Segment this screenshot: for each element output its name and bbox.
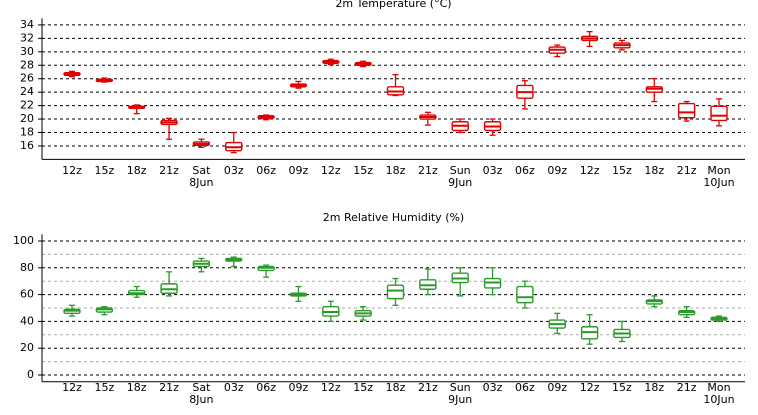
y-tick-label: 26 [20, 72, 34, 85]
x-tick-label: 18z [644, 381, 664, 394]
y-tick-label: 34 [20, 18, 34, 31]
x-tick-label: 15z [353, 164, 373, 177]
y-tick-label: 24 [20, 85, 34, 98]
x-date-label: 10Jun [703, 393, 734, 406]
box [677, 102, 696, 119]
x-tick-label: 03z [224, 164, 244, 177]
x-tick-label: 18z [127, 381, 147, 394]
x-tick-label: 18z [644, 164, 664, 177]
x-tick-label: 18z [386, 164, 406, 177]
x-tick-label: 09z [289, 164, 309, 177]
x-tick-label: 06z [515, 381, 535, 394]
x-tick-label: 12z [580, 381, 600, 394]
y-tick-label: 20 [20, 341, 34, 354]
x-tick-label: 15z [94, 164, 114, 177]
x-tick-label: 12z [62, 164, 82, 177]
x-tick-label: Sun [450, 164, 471, 177]
y-tick-label: 100 [13, 234, 34, 247]
x-tick-label: Mon [707, 164, 730, 177]
y-tick-label: 16 [20, 139, 34, 152]
x-date-label: 9Jun [448, 176, 472, 189]
x-tick-label: Sat [192, 381, 211, 394]
y-tick-label: 22 [20, 99, 34, 112]
x-tick-label: 21z [159, 381, 179, 394]
x-tick-label: Sat [192, 164, 211, 177]
x-tick-label: 06z [256, 381, 276, 394]
x-tick-label: 21z [677, 381, 697, 394]
y-tick-label: 60 [20, 288, 34, 301]
x-date-label: 10Jun [703, 176, 734, 189]
x-tick-label: 21z [159, 164, 179, 177]
x-tick-label: 18z [127, 164, 147, 177]
y-tick-label: 20 [20, 112, 34, 125]
x-tick-label: 15z [612, 164, 632, 177]
x-tick-label: 21z [677, 164, 697, 177]
x-tick-label: 12z [321, 164, 341, 177]
x-tick-label: 15z [612, 381, 632, 394]
x-tick-label: 06z [256, 164, 276, 177]
y-tick-label: 28 [20, 58, 34, 71]
x-tick-label: 21z [418, 164, 438, 177]
x-tick-label: 03z [483, 381, 503, 394]
x-date-label: 8Jun [189, 176, 213, 189]
x-tick-label: 12z [580, 164, 600, 177]
x-tick-label: 15z [353, 381, 373, 394]
box [386, 284, 405, 300]
x-tick-label: 03z [224, 381, 244, 394]
y-tick-label: 18 [20, 126, 34, 139]
y-tick-label: 32 [20, 31, 34, 44]
x-tick-label: 18z [386, 381, 406, 394]
y-tick-label: 30 [20, 45, 34, 58]
box [516, 285, 534, 304]
y-tick-label: 80 [20, 261, 34, 274]
x-tick-label: 12z [62, 381, 82, 394]
x-date-label: 8Jun [189, 393, 213, 406]
y-tick-label: 40 [20, 314, 34, 327]
x-date-label: 9Jun [448, 393, 472, 406]
x-tick-label: 03z [483, 164, 503, 177]
chart-title: 2m Relative Humidity (%) [323, 211, 464, 224]
x-tick-label: 12z [321, 381, 341, 394]
x-tick-label: Sun [450, 381, 471, 394]
x-tick-label: 09z [547, 381, 567, 394]
x-tick-label: 06z [515, 164, 535, 177]
x-tick-label: 21z [418, 381, 438, 394]
x-tick-label: Mon [707, 381, 730, 394]
x-tick-label: 15z [94, 381, 114, 394]
x-tick-label: 09z [547, 164, 567, 177]
box [710, 105, 728, 122]
x-tick-label: 09z [289, 381, 309, 394]
y-tick-label: 0 [27, 368, 34, 381]
chart-title: 2m Temperature (°C) [335, 0, 451, 10]
